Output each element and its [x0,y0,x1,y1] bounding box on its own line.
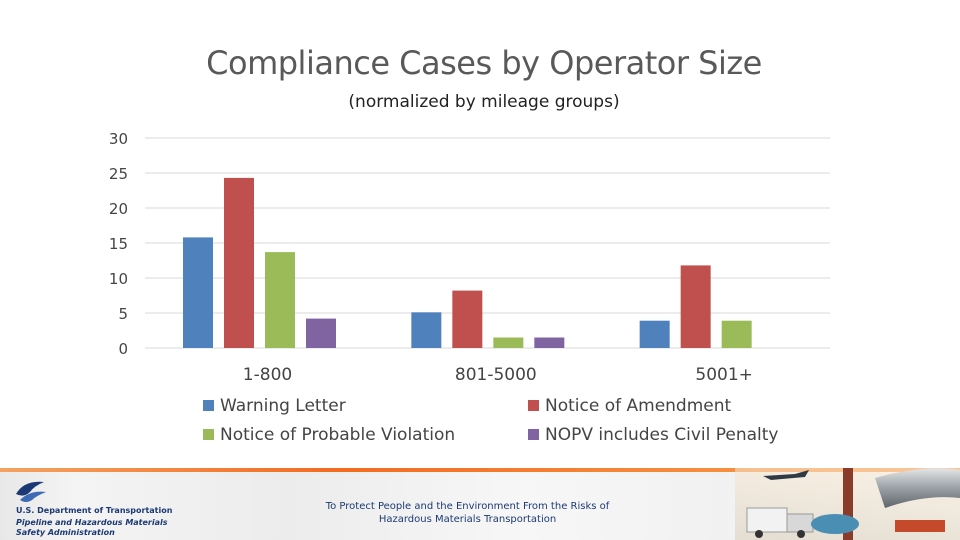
footer-tagline: To Protect People and the Environment Fr… [325,501,610,525]
bar [721,320,752,348]
dot-eagle-icon [16,481,46,502]
legend-entry: Notice of Probable Violation [203,425,455,445]
legend-label: Notice of Amendment [545,396,732,416]
bar [265,252,295,348]
chart-title: Compliance Cases by Operator Size [206,44,762,82]
bar [452,290,483,348]
footer-banner: U.S. Department of Transportation Pipeli… [0,468,960,540]
y-tick-label: 30 [109,130,128,148]
agency-name-line2: Pipeline and Hazardous Materials [16,518,168,527]
legend-label: NOPV includes Civil Penalty [545,425,779,445]
y-tick-label: 10 [109,270,128,288]
bar [306,318,336,348]
x-tick-label: 801-5000 [455,365,537,385]
bar [411,312,442,348]
y-tick-label: 5 [118,305,128,323]
agency-name-line3: Safety Administration [16,528,115,537]
agency-name-line1: U.S. Department of Transportation [16,506,173,515]
legend-swatch [203,429,214,440]
legend-entry: Warning Letter [203,396,346,416]
legend-swatch [203,400,214,411]
legend-label: Notice of Probable Violation [220,425,456,445]
legend-entry: Notice of Amendment [528,396,731,416]
y-tick-label: 15 [109,235,128,253]
transportation-collage-icon [735,468,960,540]
y-tick-label: 20 [109,200,128,218]
legend-swatch [528,429,539,440]
bar [493,337,524,348]
bar [680,265,711,348]
legend-label: Warning Letter [220,396,346,416]
y-tick-label: 25 [109,165,128,183]
y-tick-label: 0 [118,340,128,358]
bar [534,337,565,348]
bar [224,177,254,348]
chart-subtitle: (normalized by mileage groups) [348,92,620,112]
bar [639,320,670,348]
footer-accent-stripe [0,468,960,472]
legend-entry: NOPV includes Civil Penalty [528,425,778,445]
x-tick-label: 1-800 [243,365,292,385]
legend-swatch [528,400,539,411]
x-tick-label: 5001+ [695,365,753,385]
bar [183,237,213,348]
bar-chart: 0 5 10 15 20 25 30 1-800 801-5000 5001+ [109,130,830,385]
